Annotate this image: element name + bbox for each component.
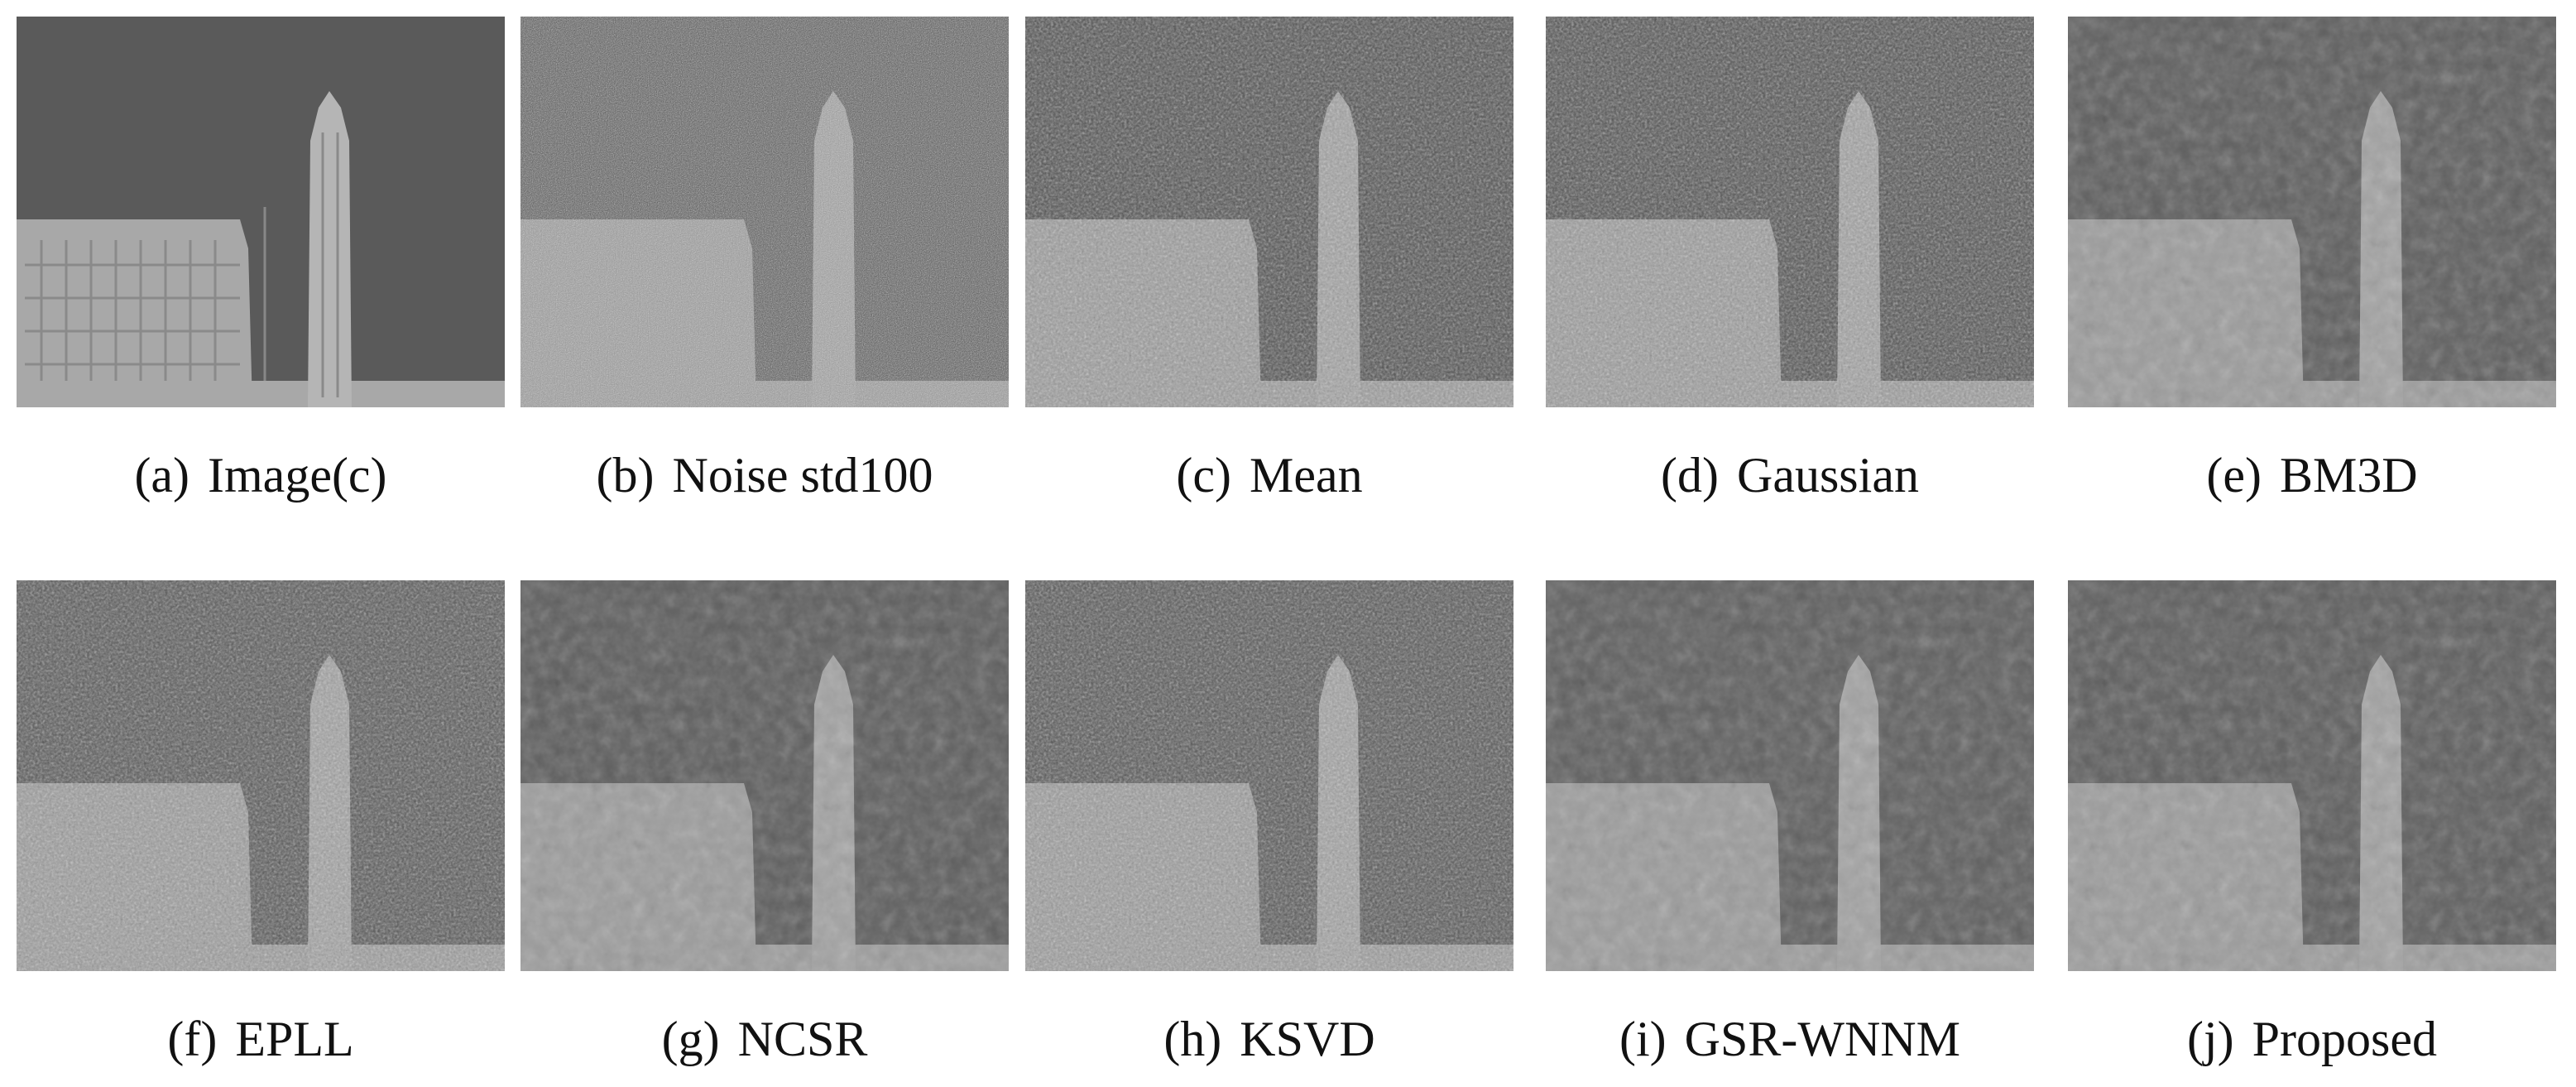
panel-image [17,580,505,971]
panel-caption-text: Gaussian [1737,448,1919,503]
panel-image [2068,580,2556,971]
panel-image [1025,580,1513,971]
panel-label: (c) [1176,448,1231,503]
panel-caption: (e) BM3D [2068,447,2556,504]
panel-image [520,17,1009,407]
panel-caption: (g) NCSR [520,1011,1009,1068]
panel-caption-text: Mean [1249,448,1363,503]
panel-label: (b) [596,448,655,503]
panel-caption-text: NCSR [737,1012,868,1066]
panel-caption: (d) Gaussian [1546,447,2034,504]
panel-caption-text: KSVD [1240,1012,1375,1066]
panel-label: (e) [2206,448,2262,503]
panel-caption: (c) Mean [1025,447,1513,504]
panel-caption: (b) Noise std100 [520,447,1009,504]
panel-caption-text: Proposed [2252,1012,2437,1066]
panel-image [1025,17,1513,407]
panel-caption-text: BM3D [2279,448,2418,503]
panel-label: (i) [1619,1012,1667,1066]
panel-image [2068,17,2556,407]
panel-caption: (h) KSVD [1025,1011,1513,1068]
panel-caption: (a) Image(c) [17,447,505,504]
panel-image [17,17,505,407]
panel-image [520,580,1009,971]
panel-image [1546,17,2034,407]
panel-label: (d) [1661,448,1719,503]
panel-caption-text: EPLL [235,1012,354,1066]
panel-caption-text: Noise std100 [672,448,933,503]
panel-caption-text: Image(c) [208,448,387,503]
panel-caption-text: GSR-WNNM [1684,1012,1960,1066]
panel-caption: (f) EPLL [17,1011,505,1068]
panel-label: (f) [167,1012,218,1066]
panel-image [1546,580,2034,971]
panel-caption: (i) GSR-WNNM [1546,1011,2034,1068]
panel-label: (j) [2187,1012,2234,1066]
panel-label: (h) [1163,1012,1222,1066]
panel-label: (g) [661,1012,720,1066]
panel-label: (a) [134,448,190,503]
panel-caption: (j) Proposed [2068,1011,2556,1068]
